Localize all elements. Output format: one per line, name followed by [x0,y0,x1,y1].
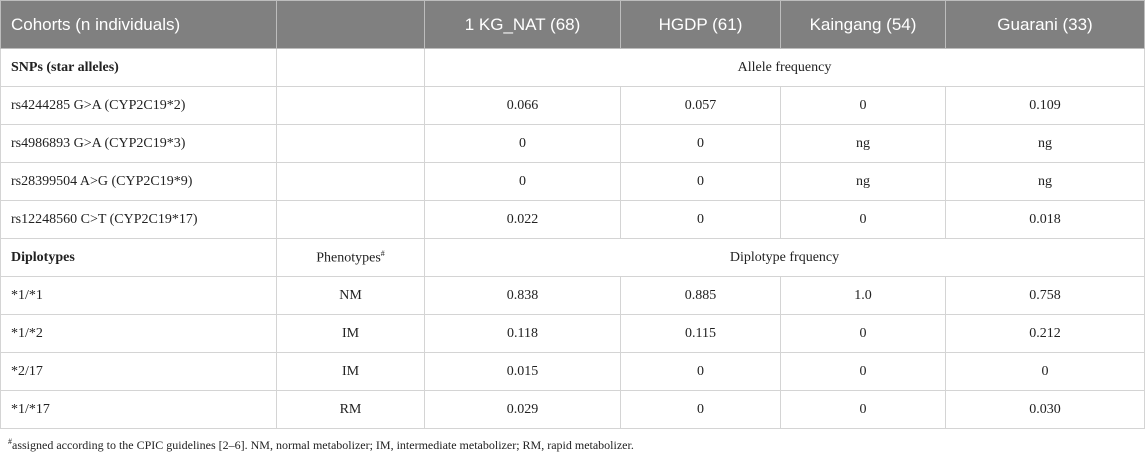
row-label: *1/*17 [0,390,277,429]
footnote-marker: # [8,437,12,446]
data-row: *1/*17 RM 0.029 0 0 0.030 [0,390,1145,429]
data-table: Cohorts (n individuals) 1 KG_NAT (68) HG… [0,0,1145,429]
section-row: SNPs (star alleles) Allele frequency [0,48,1145,87]
data-row: rs4244285 G>A (CYP2C19*2) 0.066 0.057 0 0.10… [0,86,1145,125]
value-cell: 1.0 [780,276,946,315]
value-cell: 0.015 [424,352,621,391]
data-row: *1/*1 NM 0.838 0.885 1.0 0.758 [0,276,1145,315]
data-row: rs28399504 A>G (CYP2C19*9) 0 0 ng ng [0,162,1145,201]
value-cell: 0 [620,162,781,201]
phenotype: IM [276,314,425,353]
header-cell: Guarani (33) [945,0,1145,49]
column2-title: Phenotypes# [276,238,425,277]
header-cell [276,0,425,49]
column2-title [276,48,425,87]
empty-cell [276,86,425,125]
value-cell: ng [945,162,1145,201]
value-cell: ng [780,124,946,163]
value-cell: 0.885 [620,276,781,315]
header-cell: 1 KG_NAT (68) [424,0,621,49]
header-cell: HGDP (61) [620,0,781,49]
data-row: rs12248560 C>T (CYP2C19*17) 0.022 0 0 0.018 [0,200,1145,239]
footnote: #assigned according to the CPIC guidelin… [0,429,1145,453]
value-cell: 0.758 [945,276,1145,315]
value-cell: 0 [424,162,621,201]
value-cell: 0.057 [620,86,781,125]
value-cell: 0 [780,86,946,125]
value-cell: ng [945,124,1145,163]
row-label: rs4986893 G>A (CYP2C19*3) [0,124,277,163]
header-row: Cohorts (n individuals) 1 KG_NAT (68) HG… [0,0,1145,49]
value-cell: 0 [424,124,621,163]
section-title: Diplotypes [0,238,277,277]
value-cell: 0.066 [424,86,621,125]
phenotype: IM [276,352,425,391]
data-row: *1/*2 IM 0.118 0.115 0 0.212 [0,314,1145,353]
row-label: *1/*1 [0,276,277,315]
span-title: Diplotype frquency [424,238,1145,277]
header-cell: Cohorts (n individuals) [0,0,277,49]
value-cell: 0.838 [424,276,621,315]
value-cell: 0 [620,200,781,239]
value-cell: 0.212 [945,314,1145,353]
empty-cell [276,124,425,163]
row-label: *1/*2 [0,314,277,353]
value-cell: 0.118 [424,314,621,353]
value-cell: 0.022 [424,200,621,239]
section-row: Diplotypes Phenotypes# Diplotype frquency [0,238,1145,277]
row-label: *2/17 [0,352,277,391]
empty-cell [276,200,425,239]
phenotype: NM [276,276,425,315]
value-cell: 0.109 [945,86,1145,125]
header-cell: Kaingang (54) [780,0,946,49]
column2-mark: # [380,248,385,258]
value-cell: 0 [780,314,946,353]
value-cell: 0.030 [945,390,1145,429]
data-row: rs4986893 G>A (CYP2C19*3) 0 0 ng ng [0,124,1145,163]
value-cell: 0 [780,200,946,239]
value-cell: 0 [620,124,781,163]
empty-cell [276,162,425,201]
value-cell: 0.115 [620,314,781,353]
span-title: Allele frequency [424,48,1145,87]
section-title: SNPs (star alleles) [0,48,277,87]
value-cell: 0.018 [945,200,1145,239]
value-cell: 0 [620,352,781,391]
row-label: rs28399504 A>G (CYP2C19*9) [0,162,277,201]
column2-title-text: Phenotypes [316,250,381,266]
value-cell: 0 [780,390,946,429]
value-cell: 0 [780,352,946,391]
row-label: rs12248560 C>T (CYP2C19*17) [0,200,277,239]
value-cell: 0 [620,390,781,429]
footnote-text: assigned according to the CPIC guideline… [12,438,634,452]
table-body: SNPs (star alleles) Allele frequency rs424… [0,48,1145,429]
phenotype: RM [276,390,425,429]
value-cell: ng [780,162,946,201]
row-label: rs4244285 G>A (CYP2C19*2) [0,86,277,125]
value-cell: 0.029 [424,390,621,429]
value-cell: 0 [945,352,1145,391]
data-row: *2/17 IM 0.015 0 0 0 [0,352,1145,391]
